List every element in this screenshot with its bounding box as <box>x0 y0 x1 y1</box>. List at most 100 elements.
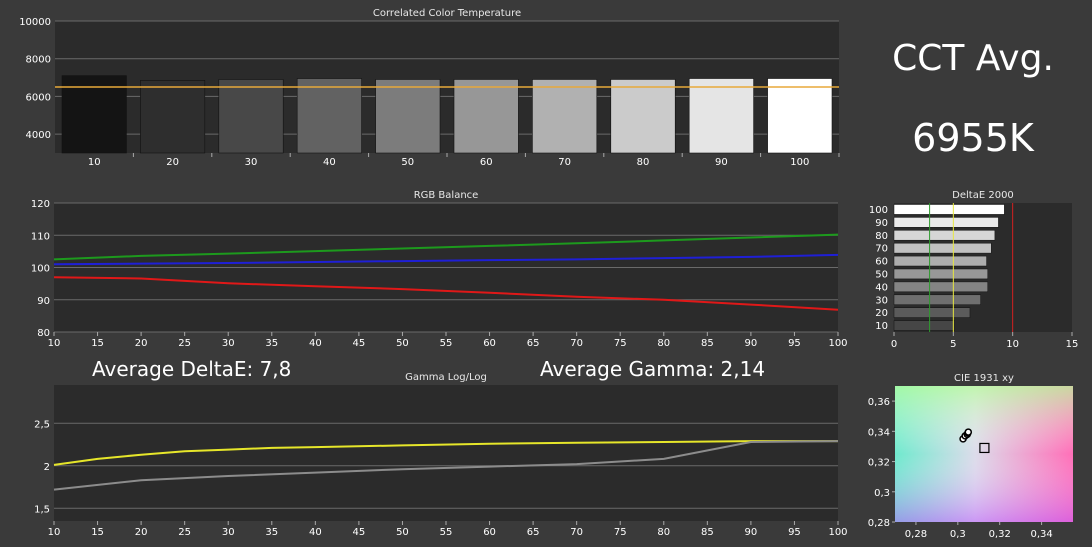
deltae-bar <box>893 307 971 318</box>
gamma-xtick-label: 60 <box>483 527 496 538</box>
deltae-bar <box>893 320 955 331</box>
cct-xtick-label: 100 <box>790 157 809 168</box>
rgb-series-line <box>53 253 839 266</box>
cie-xtick-label: 0,3 <box>950 529 966 540</box>
deltae-category-label: 10 <box>875 321 888 332</box>
cie-ytick-label: 0,32 <box>868 458 890 469</box>
deltae-bar <box>893 242 992 254</box>
gamma-chart: Gamma Log/Log 1,5 2 2,5 10 15 20 25 30 35 40 45 50 55… <box>34 372 847 538</box>
cct-xtick-label: 80 <box>637 157 650 168</box>
deltae-category-label: 60 <box>875 257 888 268</box>
cie-chart: CIE 1931 xy 0,28 0,3 0,32 0,34 0,36 0,28 0,3 0,3… <box>868 373 1073 540</box>
gamma-xtick-label: 55 <box>440 527 453 538</box>
cct-ytick-label: 8000 <box>26 55 51 66</box>
cct-xtick-label: 60 <box>480 157 493 168</box>
rgb-ytick-label: 110 <box>31 231 50 242</box>
cct-bar <box>375 79 441 154</box>
gamma-xtick-label: 95 <box>788 527 801 538</box>
rgb-series-line <box>53 233 839 261</box>
gamma-xtick-label: 50 <box>396 527 409 538</box>
deltae-bar <box>893 281 988 293</box>
cct-ytick-label: 10000 <box>19 17 51 28</box>
rgb-balance-chart: RGB Balance 80 90 100 110 120 10 15 20 25 30 35 40 45… <box>31 190 848 349</box>
deltae-category-label: 100 <box>869 205 888 216</box>
cie-ytick-label: 0,36 <box>868 397 890 408</box>
gamma-xtick-label: 25 <box>178 527 191 538</box>
gamma-plot-area <box>54 385 838 521</box>
deltae-bar <box>893 204 1005 215</box>
average-deltae-label: Average DeltaE: 7,8 <box>92 357 292 381</box>
deltae-bar <box>893 255 987 267</box>
rgb-title: RGB Balance <box>414 190 479 201</box>
deltae-title: DeltaE 2000 <box>952 190 1014 201</box>
cct-xtick-label: 90 <box>715 157 728 168</box>
gamma-ytick-label: 2,5 <box>34 419 50 430</box>
cct-ytick-label: 4000 <box>26 130 51 141</box>
rgb-xtick-label: 90 <box>745 338 758 349</box>
gamma-xtick-label: 40 <box>309 527 322 538</box>
cie-title: CIE 1931 xy <box>954 373 1014 384</box>
cct-bar <box>767 78 833 154</box>
deltae-category-label: 20 <box>875 308 888 319</box>
cct-bar <box>610 79 676 154</box>
cct-bar <box>140 80 206 154</box>
deltae-bar <box>893 268 988 280</box>
gamma-xtick-label: 20 <box>135 527 148 538</box>
cct-avg-label: CCT Avg. <box>892 38 1054 79</box>
deltae-xtick-label: 0 <box>891 339 897 350</box>
deltae-category-label: 40 <box>875 282 888 293</box>
gamma-xtick-label: 90 <box>745 527 758 538</box>
cie-xtick-label: 0,32 <box>989 529 1011 540</box>
rgb-xtick-label: 35 <box>265 338 278 349</box>
gamma-xtick-label: 35 <box>265 527 278 538</box>
cct-ytick-label: 6000 <box>26 92 51 103</box>
deltae-xtick-label: 5 <box>950 339 956 350</box>
rgb-ytick-label: 120 <box>31 199 50 210</box>
cie-ytick-label: 0,28 <box>868 518 890 529</box>
rgb-xtick-label: 50 <box>396 338 409 349</box>
cct-chart: Correlated Color Temperature 4000 6000 8000… <box>19 8 840 168</box>
gamma-title: Gamma Log/Log <box>405 372 487 383</box>
gamma-xtick-label: 85 <box>701 527 714 538</box>
rgb-xtick-label: 100 <box>828 338 847 349</box>
cct-bar <box>218 79 284 154</box>
deltae-xtick-label: 15 <box>1066 339 1079 350</box>
rgb-xtick-label: 65 <box>527 338 540 349</box>
cct-avg-value: 6955K <box>912 116 1034 160</box>
rgb-xtick-label: 25 <box>178 338 191 349</box>
gamma-xtick-label: 45 <box>353 527 366 538</box>
rgb-xtick-label: 15 <box>91 338 104 349</box>
gamma-series-line <box>53 440 838 466</box>
rgb-xtick-label: 20 <box>135 338 148 349</box>
rgb-xtick-label: 80 <box>657 338 670 349</box>
rgb-xtick-label: 70 <box>570 338 583 349</box>
cct-bar <box>688 78 754 154</box>
rgb-series-line <box>53 276 839 311</box>
average-gamma-label: Average Gamma: 2,14 <box>540 357 766 381</box>
cct-bar <box>296 78 362 154</box>
cct-xtick-label: 40 <box>323 157 336 168</box>
gamma-xtick-label: 100 <box>828 527 847 538</box>
cie-target-whitepoint <box>979 442 990 454</box>
cct-xtick-label: 20 <box>166 157 179 168</box>
rgb-xtick-label: 60 <box>483 338 496 349</box>
cct-xtick-label: 50 <box>401 157 414 168</box>
cct-xtick-label: 10 <box>88 157 101 168</box>
rgb-ytick-label: 80 <box>37 328 50 339</box>
gamma-ytick-label: 2 <box>44 462 50 473</box>
rgb-xtick-label: 30 <box>222 338 235 349</box>
deltae-category-label: 80 <box>875 231 888 242</box>
deltae-category-label: 70 <box>875 244 888 255</box>
cie-xtick-label: 0,34 <box>1030 529 1052 540</box>
cct-xtick-label: 30 <box>245 157 258 168</box>
gamma-series-line <box>53 440 839 491</box>
deltae-category-label: 30 <box>875 295 888 306</box>
gamma-xtick-label: 30 <box>222 527 235 538</box>
deltae-xtick-label: 10 <box>1006 339 1019 350</box>
rgb-xtick-label: 55 <box>440 338 453 349</box>
rgb-xtick-label: 45 <box>353 338 366 349</box>
cie-gamut-overlay <box>895 386 1073 522</box>
gamma-xtick-label: 65 <box>527 527 540 538</box>
